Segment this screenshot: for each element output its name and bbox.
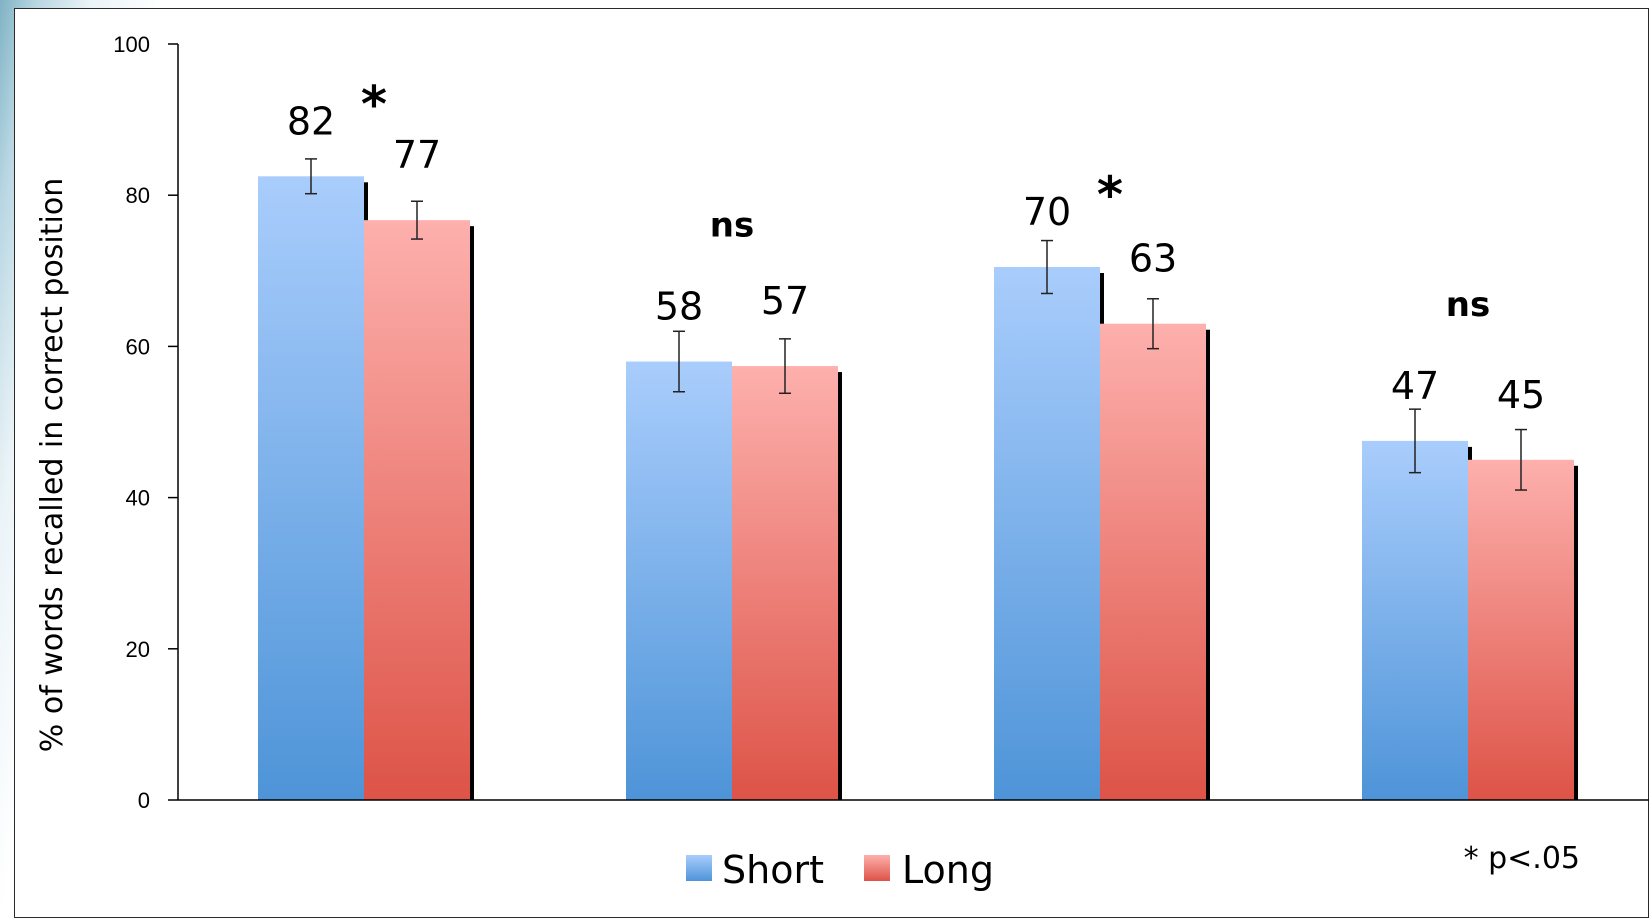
data-label-short-1: 82 xyxy=(287,99,335,143)
bar-shadow-long-1 xyxy=(470,226,474,800)
legend-swatch-long xyxy=(864,855,890,881)
y-tick-label-0: 0 xyxy=(138,788,150,813)
y-tick-label-80: 80 xyxy=(126,183,150,208)
bar-long-1 xyxy=(364,220,470,800)
y-tick-label-60: 60 xyxy=(126,334,150,359)
y-axis-title: % of words recalled in correct position xyxy=(35,178,70,752)
significance-footnote: * p<.05 xyxy=(1464,841,1580,876)
legend: Short Long xyxy=(686,848,994,892)
bar-shadow-long-2 xyxy=(838,372,842,800)
bar-long-3 xyxy=(1100,323,1206,800)
bar-short-1 xyxy=(258,176,364,801)
y-tick-label-40: 40 xyxy=(126,486,150,511)
bar-shadow-long-4 xyxy=(1574,465,1578,800)
data-label-long-4: 45 xyxy=(1497,373,1545,417)
data-label-short-3: 70 xyxy=(1023,190,1071,234)
significance-marker-2: ns xyxy=(710,206,754,246)
legend-label-long: Long xyxy=(902,848,994,892)
significance-marker-4: ns xyxy=(1446,285,1490,325)
bar-short-4 xyxy=(1362,440,1468,800)
data-label-short-2: 58 xyxy=(655,285,703,329)
significance-marker-3: * xyxy=(1097,166,1123,224)
axes-layer: 0 20 40 60 80 100 xyxy=(113,32,1649,813)
data-label-long-2: 57 xyxy=(761,279,809,323)
data-label-long-1: 77 xyxy=(393,133,441,177)
y-tick-label-100: 100 xyxy=(113,32,150,57)
legend-swatch-short xyxy=(686,855,712,881)
bar-shadow-long-3 xyxy=(1206,329,1210,800)
significance-marker-1: * xyxy=(361,75,387,133)
data-label-long-3: 63 xyxy=(1129,237,1177,281)
bar-long-2 xyxy=(732,366,838,800)
bar-long-4 xyxy=(1468,459,1574,800)
bars-layer xyxy=(258,158,1578,801)
data-label-short-4: 47 xyxy=(1391,364,1439,408)
legend-label-short: Short xyxy=(722,848,824,892)
bar-short-2 xyxy=(626,361,732,800)
bar-short-3 xyxy=(994,267,1100,800)
y-tick-label-20: 20 xyxy=(126,637,150,662)
